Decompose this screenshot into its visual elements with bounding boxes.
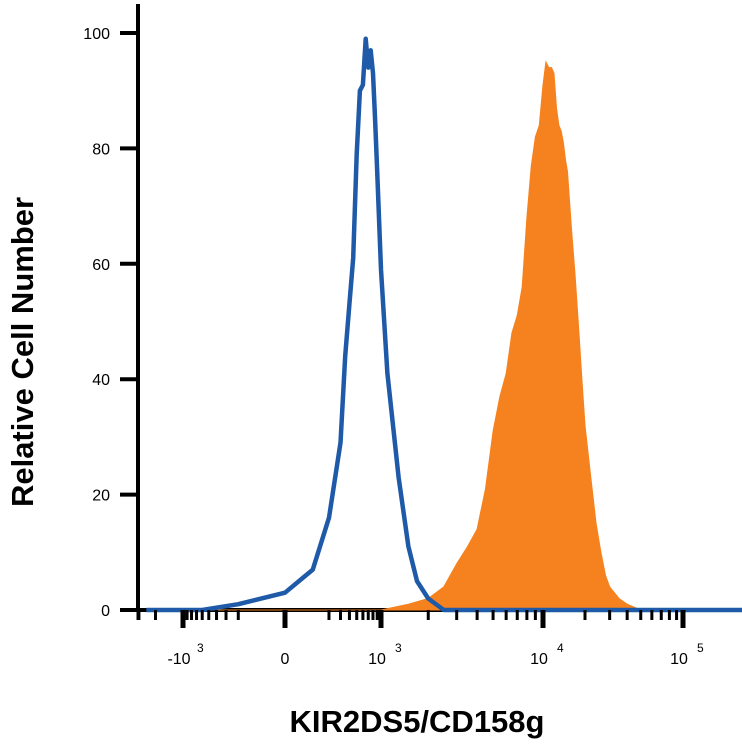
x-tick-base: 10 xyxy=(368,651,386,668)
y-tick-label: 40 xyxy=(92,372,110,389)
x-tick-base: 10 xyxy=(530,651,548,668)
x-tick-base: 10 xyxy=(670,651,688,668)
x-tick-label: 0 xyxy=(281,651,290,668)
x-tick-exponent: 4 xyxy=(557,641,564,655)
y-tick-label: 20 xyxy=(92,488,110,505)
x-axis-ticks: -10 3 0 10 3 10 4 10 5 xyxy=(136,610,704,668)
y-tick-label: 80 xyxy=(92,141,110,158)
x-tick-exponent: 3 xyxy=(395,641,402,655)
y-tick-label: 0 xyxy=(101,603,110,620)
series-layer xyxy=(146,36,742,613)
x-tick-base: 0 xyxy=(281,651,290,668)
y-axis-label: Relative Cell Number xyxy=(5,197,40,507)
plot-area xyxy=(136,4,742,612)
x-tick-label: -10 3 xyxy=(167,641,204,668)
stained-histogram-fill xyxy=(146,60,742,611)
x-tick-label: 10 4 xyxy=(530,641,564,668)
y-axis-ticks: 0 20 40 60 80 100 xyxy=(83,26,138,620)
x-axis-label: KIR2DS5/CD158g xyxy=(290,704,545,739)
isotype-histogram-line xyxy=(146,36,742,613)
x-tick-label: 10 5 xyxy=(670,641,704,668)
x-tick-exponent: 3 xyxy=(197,641,204,655)
x-tick-base: -10 xyxy=(167,651,190,668)
y-tick-label: 60 xyxy=(92,257,110,274)
x-tick-label: 10 3 xyxy=(368,641,402,668)
y-tick-label: 100 xyxy=(83,26,110,43)
x-tick-exponent: 5 xyxy=(697,641,704,655)
